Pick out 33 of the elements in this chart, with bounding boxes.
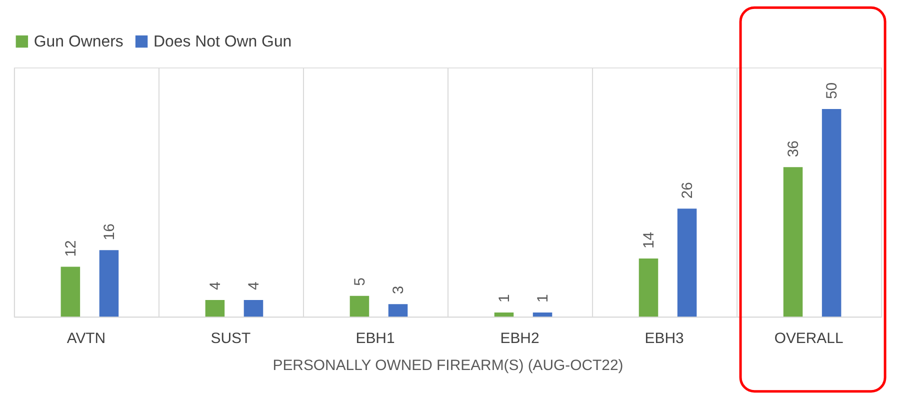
data-label: 16 xyxy=(100,224,118,240)
bar xyxy=(783,167,803,317)
bar xyxy=(532,312,552,317)
bar xyxy=(205,300,225,317)
x-tick-label: EBH1 xyxy=(356,330,395,348)
bar xyxy=(494,312,514,317)
x-tick-label: EBH2 xyxy=(500,330,540,348)
data-label: 26 xyxy=(679,182,696,199)
data-label: 5 xyxy=(351,278,368,286)
bar xyxy=(60,266,80,317)
bar xyxy=(99,250,119,317)
legend-label: Gun Owners xyxy=(34,34,124,51)
data-label: 4 xyxy=(245,282,262,290)
legend-label: Does Not Own Gun xyxy=(153,34,292,51)
data-label: 14 xyxy=(640,232,658,249)
bar xyxy=(677,208,697,317)
data-label: 4 xyxy=(206,282,224,290)
data-label: 50 xyxy=(824,82,841,99)
bar xyxy=(822,108,842,317)
data-label: 36 xyxy=(785,140,802,158)
data-label: 12 xyxy=(62,240,80,257)
data-label: 3 xyxy=(390,286,407,294)
x-tick-label: OVERALL xyxy=(774,330,844,348)
data-label: 1 xyxy=(534,294,552,302)
bar xyxy=(388,304,408,317)
x-axis-title: PERSONALLY OWNED FIREARM(S) (AUG-OCT22) xyxy=(272,356,624,374)
x-tick-label: SUST xyxy=(210,330,251,348)
data-label: 1 xyxy=(496,294,513,302)
bar xyxy=(244,300,264,317)
x-tick-label: AVTN xyxy=(66,330,106,348)
bar xyxy=(638,258,658,317)
bar xyxy=(350,296,370,317)
x-tick-label: EBH3 xyxy=(644,330,684,348)
